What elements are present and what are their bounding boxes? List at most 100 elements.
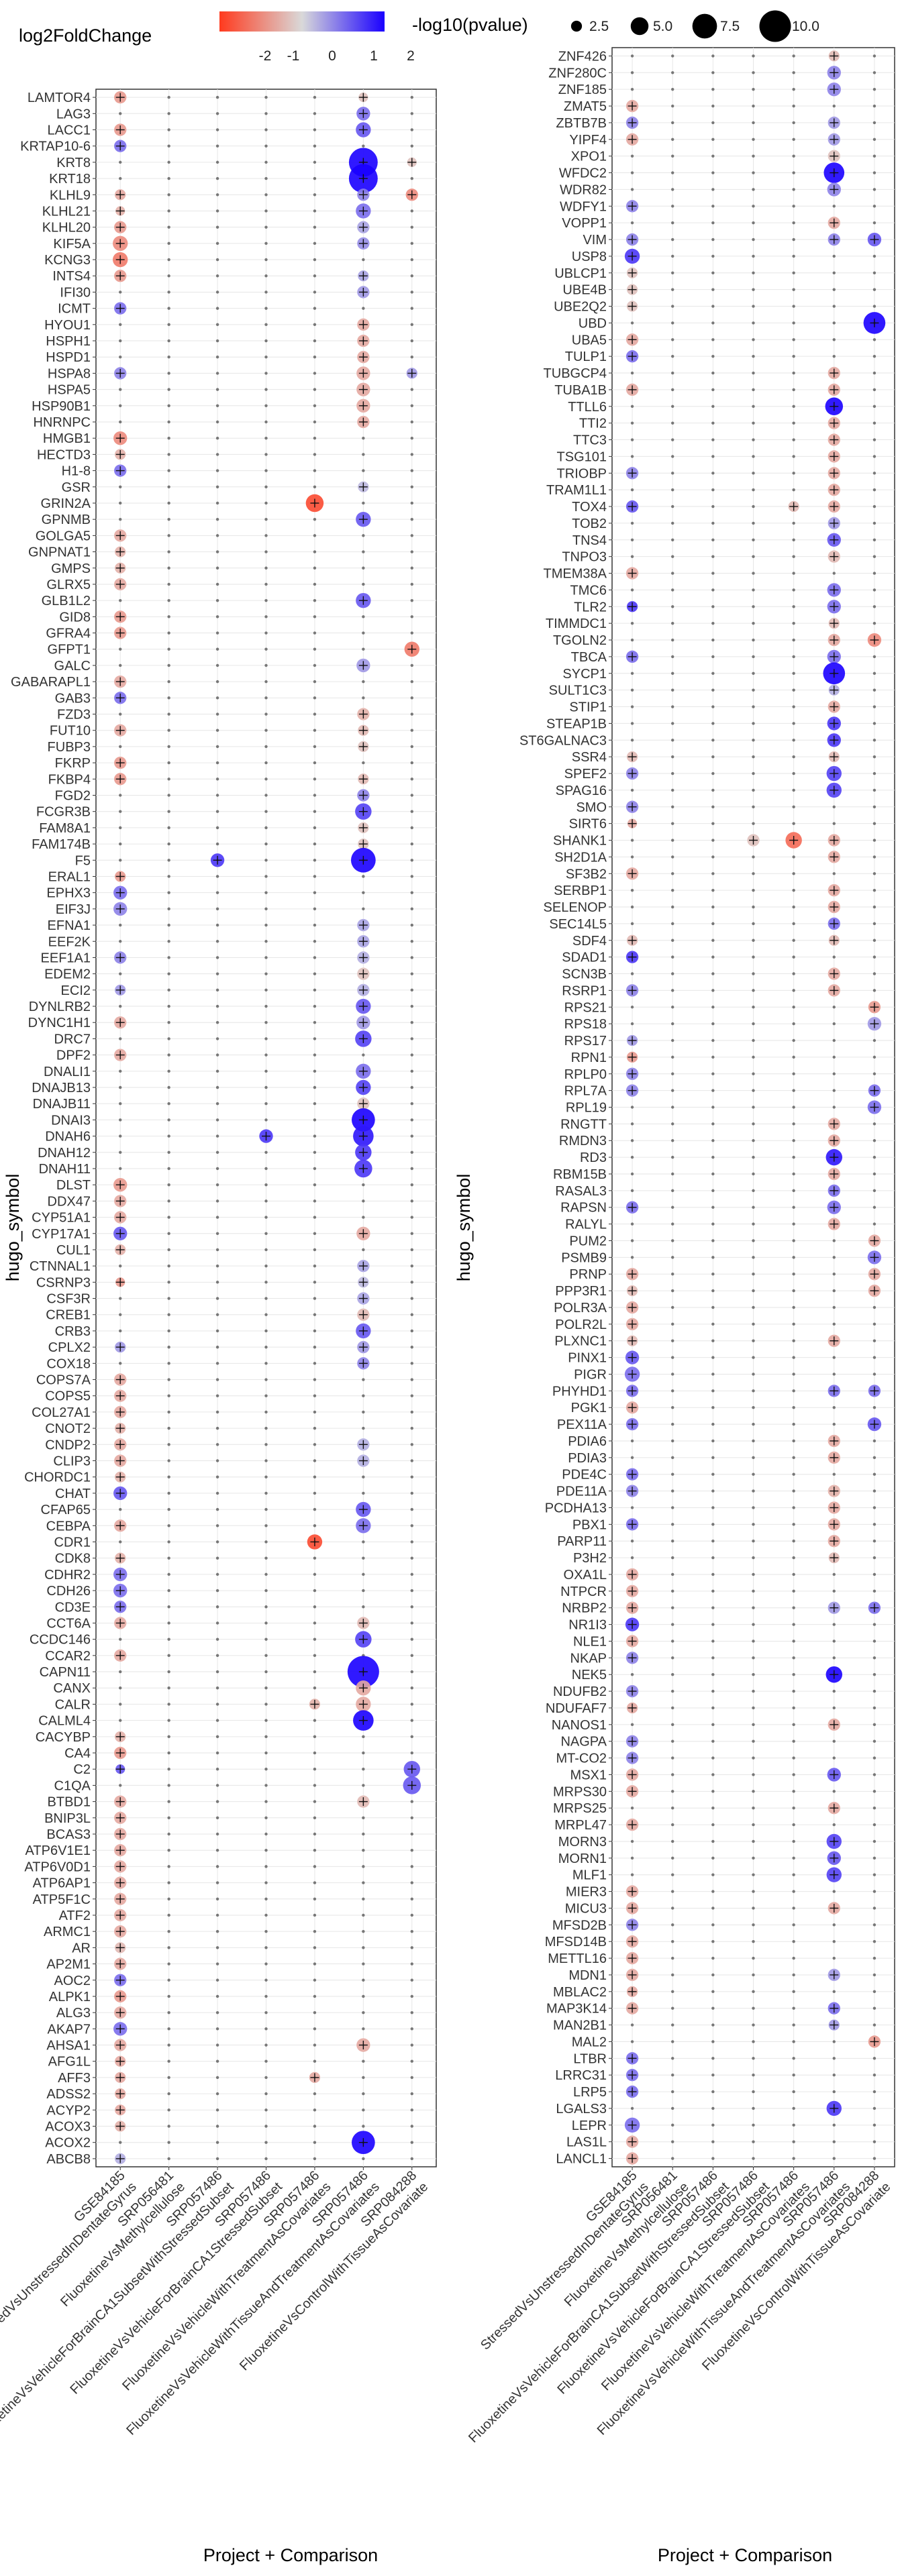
data-point-small bbox=[215, 1345, 219, 1349]
data-point-small bbox=[671, 1456, 674, 1460]
data-point-small bbox=[671, 1038, 674, 1042]
y-tick-label: AFG1L bbox=[48, 2055, 91, 2070]
data-point-small bbox=[671, 538, 674, 541]
data-point-small bbox=[752, 2123, 755, 2127]
data-point-small bbox=[792, 739, 795, 742]
data-point-small bbox=[752, 1739, 755, 1743]
error-marker bbox=[115, 1813, 125, 1823]
data-point-small bbox=[792, 1406, 795, 1409]
data-point-small bbox=[313, 1929, 317, 1933]
data-point-small bbox=[215, 1621, 219, 1625]
y-tick-label: ATP5F1C bbox=[33, 1892, 91, 1907]
data-point-small bbox=[872, 872, 876, 875]
data-point-small bbox=[264, 209, 268, 213]
data-point-small bbox=[313, 761, 317, 765]
data-point-small bbox=[872, 705, 876, 708]
data-point-small bbox=[711, 237, 715, 241]
y-tick-label: COPS7A bbox=[36, 1373, 91, 1388]
data-point-small bbox=[752, 1222, 755, 1226]
data-point-small bbox=[167, 923, 170, 927]
data-point-small bbox=[711, 722, 715, 725]
data-point-small bbox=[167, 1345, 170, 1349]
data-point-small bbox=[711, 354, 715, 358]
data-point-small bbox=[167, 1865, 170, 1868]
data-point-small bbox=[410, 1362, 413, 1365]
data-point-small bbox=[119, 160, 122, 164]
y-tick-label: METTL16 bbox=[548, 1951, 607, 1966]
data-point-small bbox=[792, 555, 795, 558]
data-point-small bbox=[630, 488, 634, 492]
data-point-small bbox=[167, 1216, 170, 1219]
data-point-small bbox=[792, 1422, 795, 1426]
data-point-small bbox=[671, 2040, 674, 2043]
data-point-small bbox=[264, 1719, 268, 1722]
data-point-small bbox=[872, 905, 876, 909]
data-point-small bbox=[752, 605, 755, 608]
data-point-small bbox=[671, 1807, 674, 1810]
error-marker bbox=[830, 1169, 839, 1179]
data-point-small bbox=[362, 1394, 365, 1397]
data-point-small bbox=[671, 371, 674, 375]
y-tick-label: SF3B2 bbox=[566, 867, 607, 881]
data-point-small bbox=[264, 193, 268, 197]
data-point-small bbox=[167, 2059, 170, 2063]
data-point-small bbox=[752, 1773, 755, 1776]
error-marker bbox=[358, 661, 368, 670]
data-point-small bbox=[711, 371, 715, 375]
data-point-small bbox=[872, 722, 876, 725]
y-tick-label: MAN2B1 bbox=[553, 2019, 607, 2033]
data-point-small bbox=[362, 2027, 365, 2031]
error-marker bbox=[115, 1521, 125, 1530]
data-point-small bbox=[630, 1106, 634, 1109]
data-point-small bbox=[362, 891, 365, 894]
data-point-small bbox=[872, 254, 876, 258]
data-point-small bbox=[872, 672, 876, 675]
y-tick-label: HSPH1 bbox=[46, 334, 91, 349]
data-point-small bbox=[313, 1426, 317, 1430]
data-point-small bbox=[832, 104, 836, 108]
data-point-small bbox=[215, 372, 219, 375]
data-point-small bbox=[167, 241, 170, 246]
data-point-small bbox=[215, 1654, 219, 1658]
data-point-small bbox=[711, 1356, 715, 1359]
data-point-small bbox=[752, 938, 755, 942]
error-marker bbox=[115, 564, 125, 573]
data-point-small bbox=[313, 907, 317, 911]
data-point-small bbox=[264, 1410, 268, 1414]
data-point-small bbox=[264, 972, 268, 975]
data-point-small bbox=[362, 2076, 365, 2080]
data-point-small bbox=[215, 1297, 219, 1300]
data-point-small bbox=[671, 171, 674, 174]
data-point-small bbox=[410, 1881, 413, 1884]
data-point-small bbox=[167, 436, 170, 440]
error-marker bbox=[830, 451, 839, 461]
error-marker bbox=[830, 985, 839, 995]
error-marker bbox=[830, 1503, 839, 1512]
data-point-small bbox=[872, 1439, 876, 1443]
error-marker bbox=[115, 1456, 125, 1466]
data-point-small bbox=[215, 193, 219, 197]
data-point-small bbox=[792, 672, 795, 675]
data-point-small bbox=[711, 1706, 715, 1710]
data-point-small bbox=[264, 241, 268, 246]
data-point-small bbox=[410, 1329, 413, 1333]
y-tick-label: HMGB1 bbox=[43, 431, 91, 446]
error-marker bbox=[358, 2138, 368, 2147]
data-point-small bbox=[792, 1205, 795, 1209]
data-point-small bbox=[671, 1205, 674, 1209]
data-point-small bbox=[410, 1491, 413, 1495]
data-point-small bbox=[410, 1167, 413, 1171]
data-point-small bbox=[872, 2057, 876, 2060]
error-marker bbox=[628, 1086, 637, 1095]
error-marker bbox=[830, 669, 839, 678]
y-tick-label: CCDC146 bbox=[30, 1633, 91, 1648]
error-marker bbox=[830, 1670, 839, 1679]
error-marker bbox=[830, 435, 839, 445]
error-marker bbox=[830, 702, 839, 712]
data-point-small bbox=[630, 455, 634, 458]
data-point-small bbox=[313, 1751, 317, 1755]
data-point-small bbox=[752, 1038, 755, 1042]
error-marker bbox=[628, 652, 637, 661]
y-tick-label: C2 bbox=[73, 1762, 91, 1777]
error-marker bbox=[115, 1180, 125, 1189]
